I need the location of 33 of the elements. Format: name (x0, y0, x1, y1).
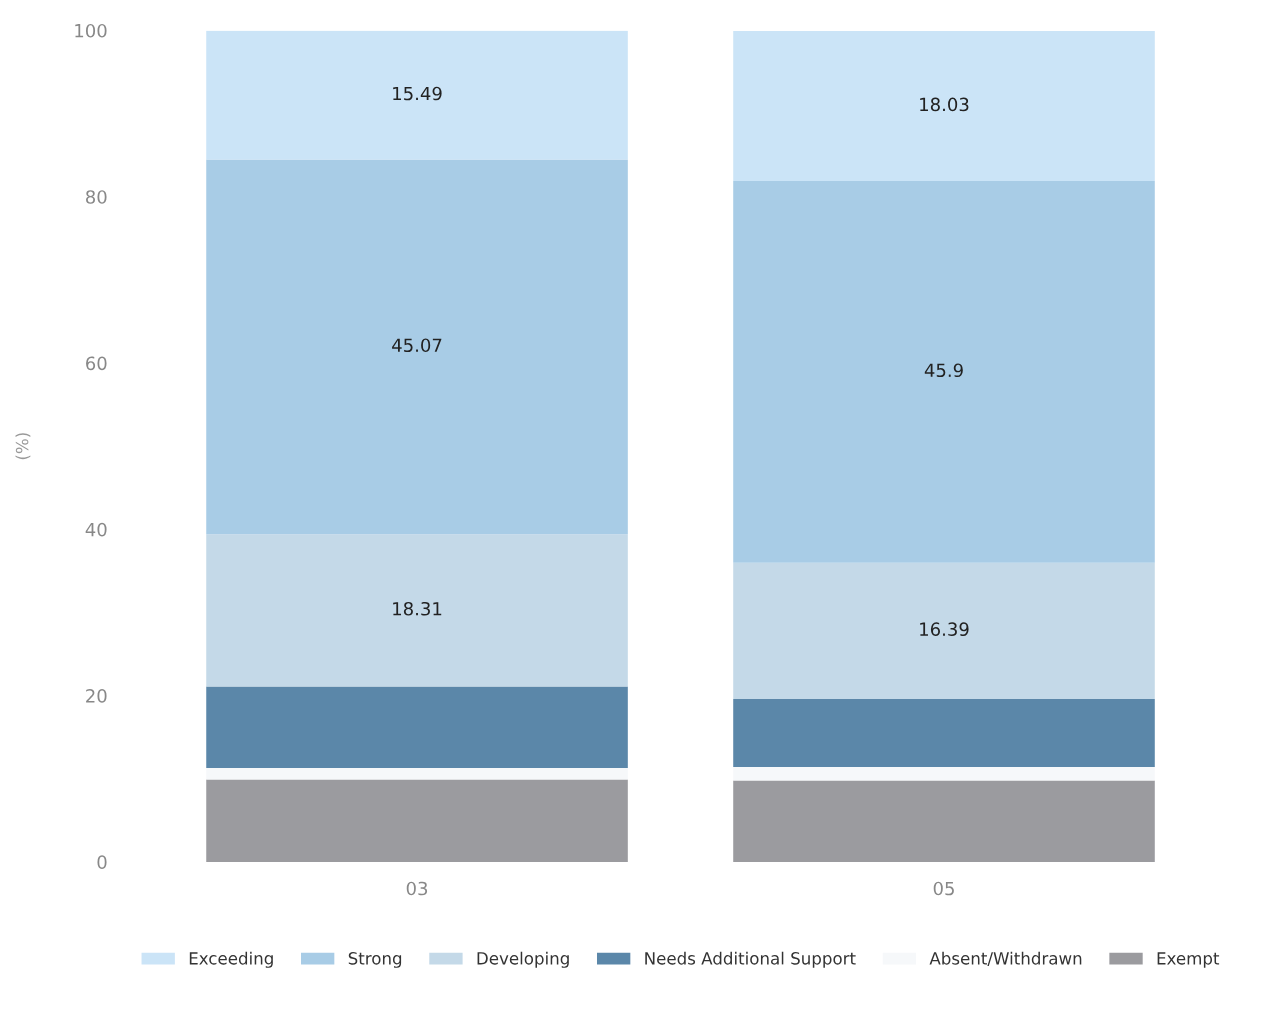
legend-label: Exempt (1157, 952, 1220, 968)
bar (733, 31, 1155, 181)
y-tick-label: 60 (86, 356, 107, 371)
legend-label: Exceeding (189, 951, 273, 968)
y-axis-title: (%) (15, 433, 31, 460)
bar (733, 767, 1155, 781)
data-label: 18.03 (920, 97, 969, 112)
y-tick-label: 0 (97, 855, 107, 870)
legend-label: Absent/Withdrawn (929, 951, 1082, 966)
y-tick-label: 100 (75, 23, 107, 38)
bar (206, 30, 628, 160)
x-tick-label: 05 (933, 881, 954, 896)
bar (206, 534, 628, 687)
bar (733, 562, 1155, 699)
y-tick-label: 40 (85, 522, 107, 537)
data-label: 45.07 (392, 338, 442, 353)
bar (206, 686, 628, 768)
legend-label: Strong (348, 952, 402, 968)
bar (733, 698, 1155, 768)
data-label: 18.31 (393, 601, 442, 616)
data-label: 15.49 (393, 86, 442, 101)
legend-label: Developing (477, 951, 569, 968)
x-tick-label: 03 (406, 881, 428, 896)
data-label: 45.9 (924, 363, 963, 378)
legend-label: Needs Additional Support (645, 951, 856, 968)
y-tick-label: 80 (86, 190, 107, 204)
bar (206, 779, 628, 862)
bar (733, 780, 1155, 862)
y-tick-label: 20 (86, 689, 107, 703)
data-label: 16.39 (920, 622, 969, 637)
bar (206, 159, 628, 535)
bar (733, 181, 1155, 563)
bar (206, 767, 628, 780)
